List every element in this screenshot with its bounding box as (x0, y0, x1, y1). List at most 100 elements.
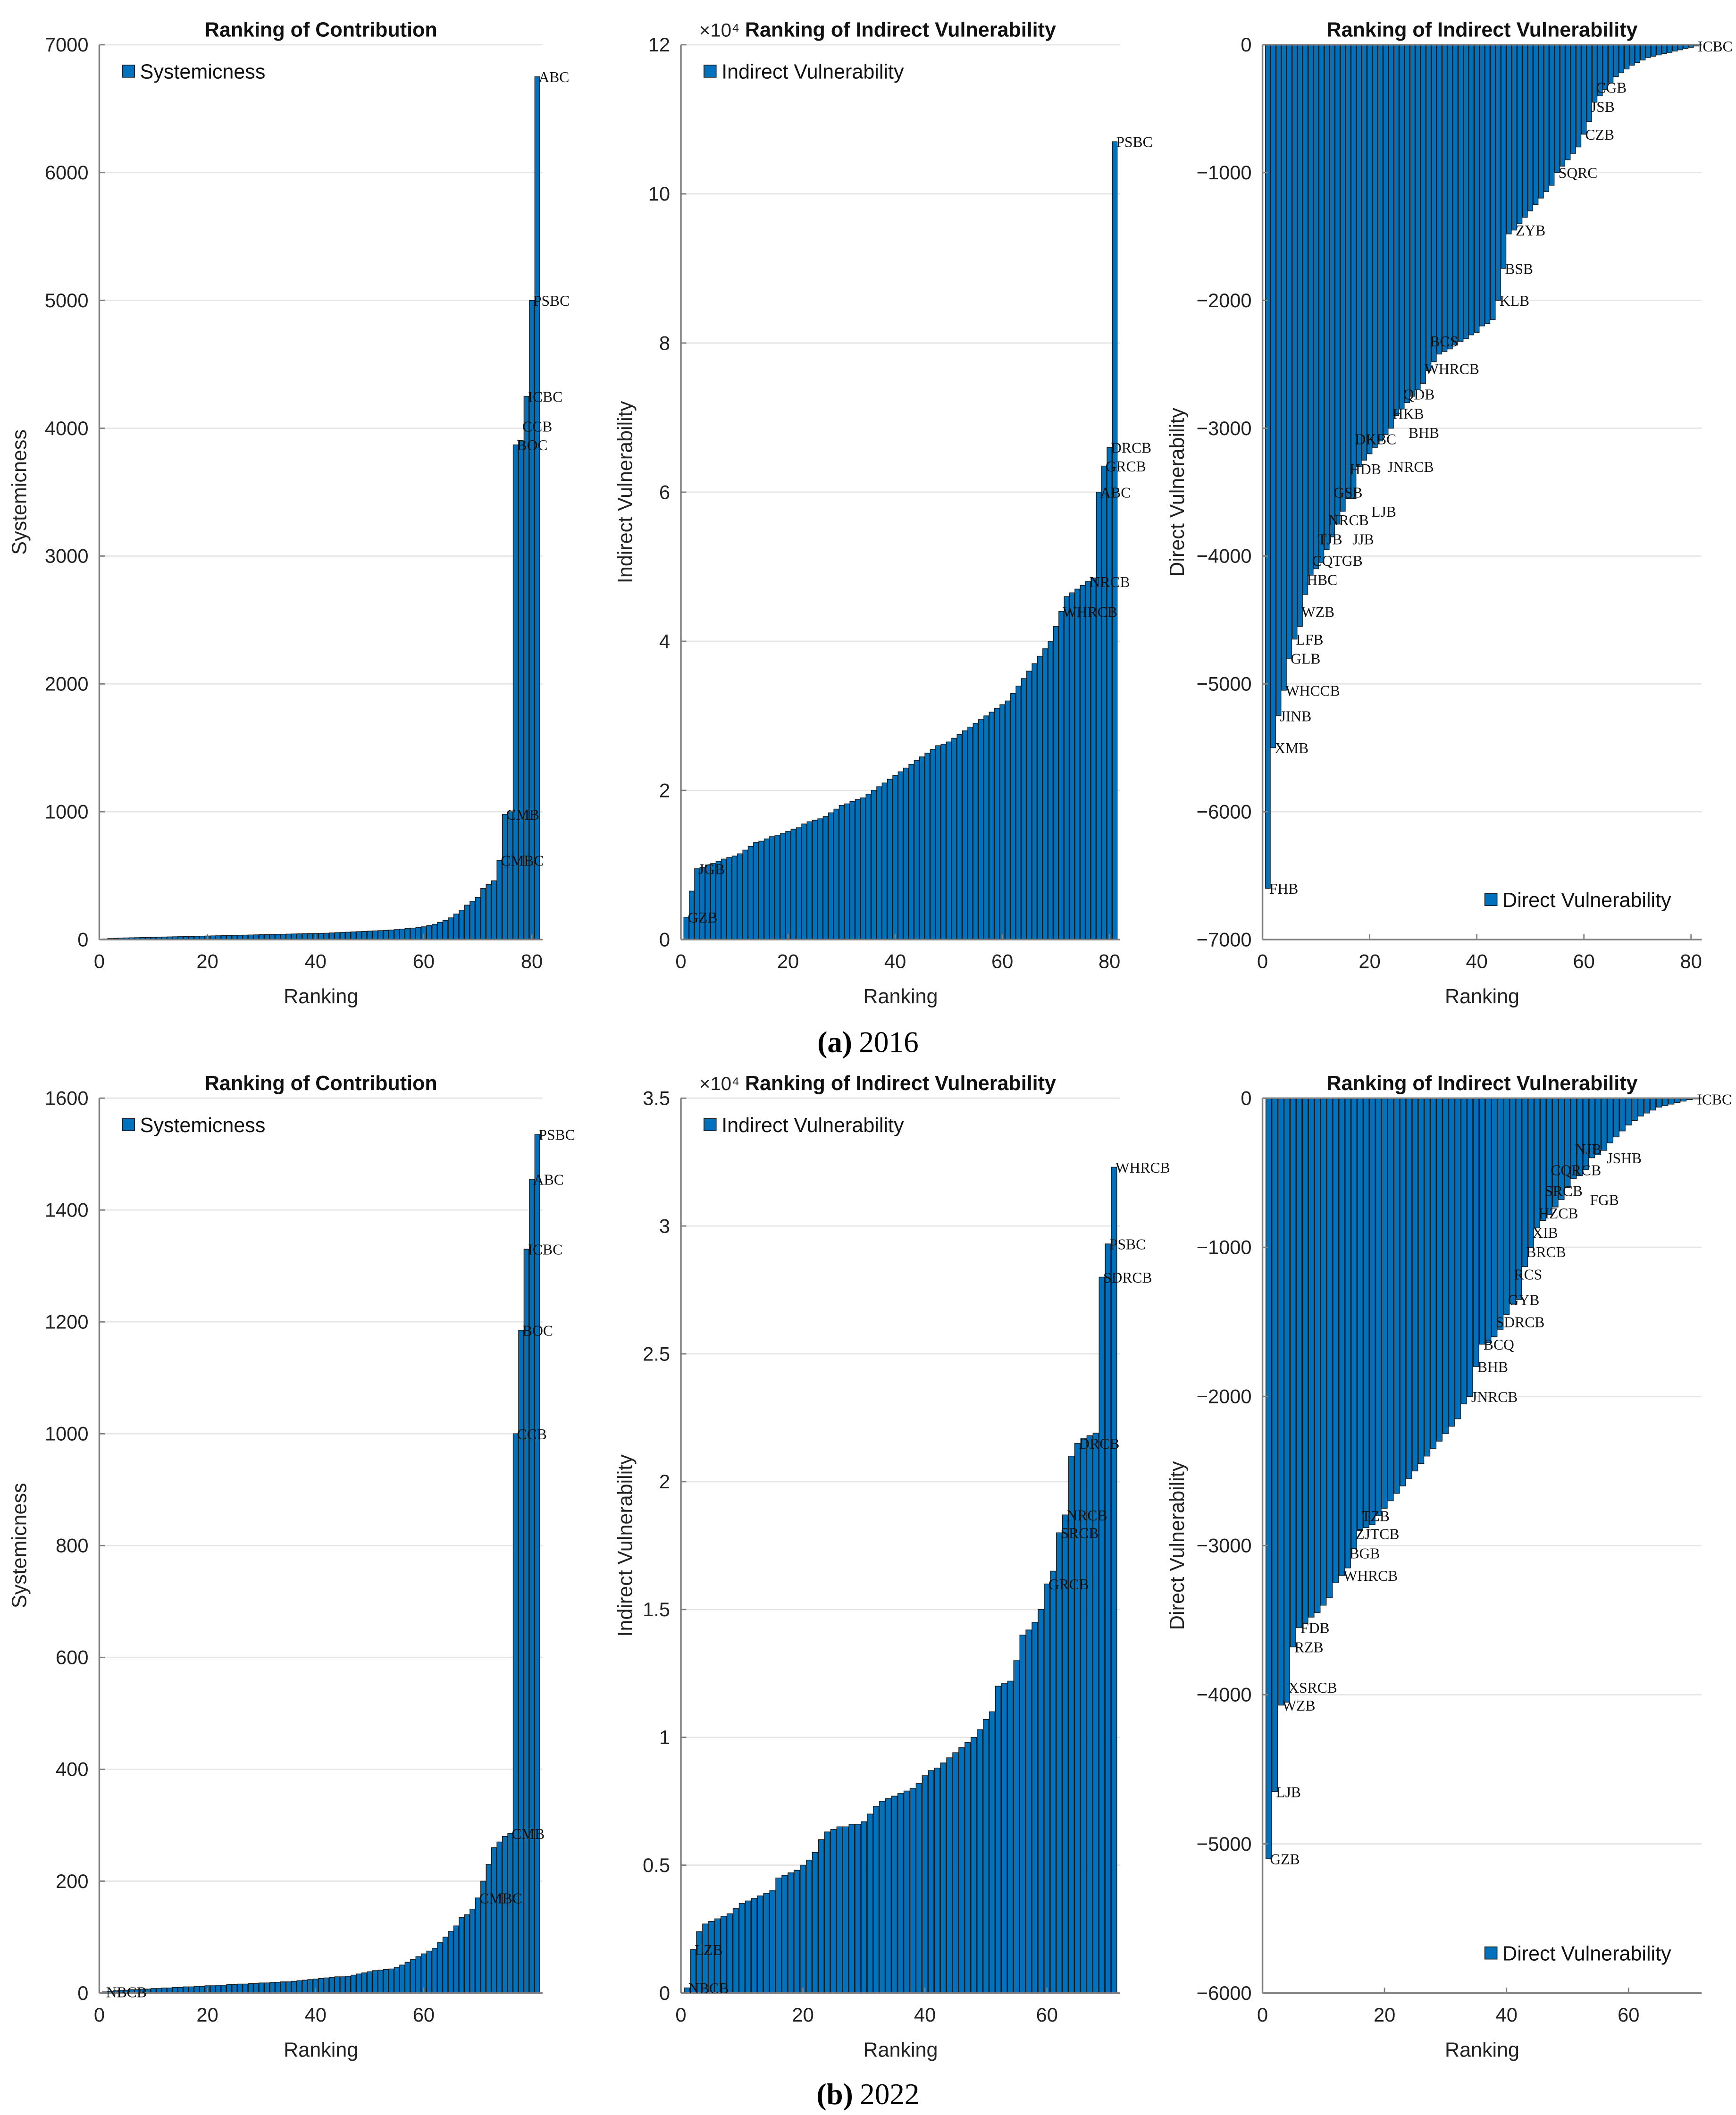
bar (757, 1895, 763, 1994)
bar (1367, 44, 1373, 454)
bar (1313, 44, 1319, 570)
bar (1442, 1098, 1449, 1434)
bar-label: ZYB (1516, 222, 1545, 239)
bar (269, 1982, 275, 1994)
bar (934, 1767, 940, 1994)
bar-label: BOC (517, 437, 548, 453)
bar (1576, 44, 1582, 148)
bar (377, 1970, 384, 1994)
bar (1025, 1629, 1032, 1994)
bar (1308, 44, 1314, 576)
bar (828, 812, 834, 940)
bar (1372, 44, 1378, 448)
bar-label: JSHB (1607, 1150, 1642, 1167)
bar (259, 1982, 265, 1994)
bar (1661, 44, 1667, 54)
bar (1318, 44, 1325, 563)
bar (1032, 663, 1038, 940)
x-tick-label: 80 (521, 950, 543, 972)
legend-swatch (703, 65, 717, 78)
bar (242, 1983, 248, 1994)
y-multiplier: ×10⁴ (699, 20, 740, 41)
bar (448, 917, 454, 940)
bar (1399, 44, 1405, 410)
bar (1037, 655, 1043, 940)
y-tick-label: 1 (659, 1726, 670, 1748)
bar (1485, 1098, 1492, 1343)
caption-2016: (a) 2016 (817, 1026, 918, 1059)
bar (1015, 686, 1022, 940)
bar (1038, 1609, 1044, 1994)
bar (1644, 1098, 1650, 1114)
y-tick-label: 400 (56, 1758, 88, 1780)
bar (903, 767, 909, 940)
x-tick-label: 20 (1359, 950, 1380, 972)
bar (861, 1821, 867, 1994)
caption-year: 2022 (860, 2078, 919, 2111)
bar (1350, 44, 1357, 499)
bar (1511, 44, 1517, 231)
x-tick-label: 20 (196, 2004, 218, 2026)
bar (1314, 1098, 1321, 1613)
bar-label: WHCCB (1285, 682, 1340, 699)
bar (1543, 44, 1550, 193)
bar-label: WHRCB (1115, 1159, 1170, 1176)
bar (1522, 44, 1528, 218)
legend-swatch (703, 1118, 717, 1132)
bar (873, 1806, 880, 1994)
bar (871, 790, 877, 940)
bar (769, 1890, 776, 1994)
bar (737, 853, 743, 940)
bar (1667, 44, 1673, 53)
bar-label: SRCB (1544, 1183, 1583, 1200)
bar (1424, 1098, 1431, 1457)
bar (264, 1982, 270, 1994)
bar (1085, 581, 1091, 940)
bar (486, 884, 492, 940)
legend: Systemicness (122, 1114, 265, 1137)
y-tick-label: −1000 (1197, 1236, 1252, 1259)
bar (983, 715, 989, 940)
y-tick-label: −2000 (1197, 1385, 1252, 1408)
legend-swatch (122, 65, 135, 78)
bar (193, 1986, 200, 1994)
legend: Indirect Vulnerability (703, 1114, 904, 1137)
y-tick-label: 600 (56, 1646, 88, 1669)
y-tick-label: 800 (56, 1535, 88, 1557)
y-tick-label: 2.5 (643, 1343, 670, 1365)
bar (833, 808, 839, 940)
bar (1619, 44, 1624, 74)
x-tick-label: 20 (792, 2004, 813, 2026)
bar (818, 1839, 824, 1994)
bar (1491, 1098, 1498, 1337)
bar-label: NJB (1575, 1141, 1602, 1158)
bar (1458, 44, 1464, 342)
bar (377, 930, 384, 940)
bar (999, 704, 1005, 940)
bar (751, 1898, 757, 1994)
legend: Direct Vulnerability (1484, 889, 1671, 912)
bar (1048, 641, 1054, 940)
bar (1484, 44, 1491, 324)
bar (1019, 1635, 1026, 1994)
x-tick-label: 0 (94, 2004, 105, 2026)
bar (253, 1983, 259, 1994)
bar-label: BOC (522, 1323, 553, 1339)
bar (1340, 44, 1346, 512)
bar-label: ICBC (1698, 38, 1733, 55)
bar (790, 829, 797, 940)
y-tick-label: 0 (77, 928, 88, 950)
bar (924, 753, 931, 940)
bar-label: GZB (1270, 1851, 1300, 1867)
chart-title: Ranking of Indirect Vulnerability (1326, 1072, 1637, 1095)
bar (383, 1969, 389, 1994)
bar-label: BCS (1430, 333, 1458, 350)
bar (1631, 1098, 1638, 1121)
bar (731, 856, 738, 940)
bar (796, 827, 802, 940)
bar (908, 764, 914, 940)
y-tick-label: −4000 (1197, 1684, 1252, 1706)
y-tick-label: 6000 (45, 161, 89, 184)
bar (426, 925, 432, 940)
y-tick-label: 1600 (45, 1087, 89, 1109)
